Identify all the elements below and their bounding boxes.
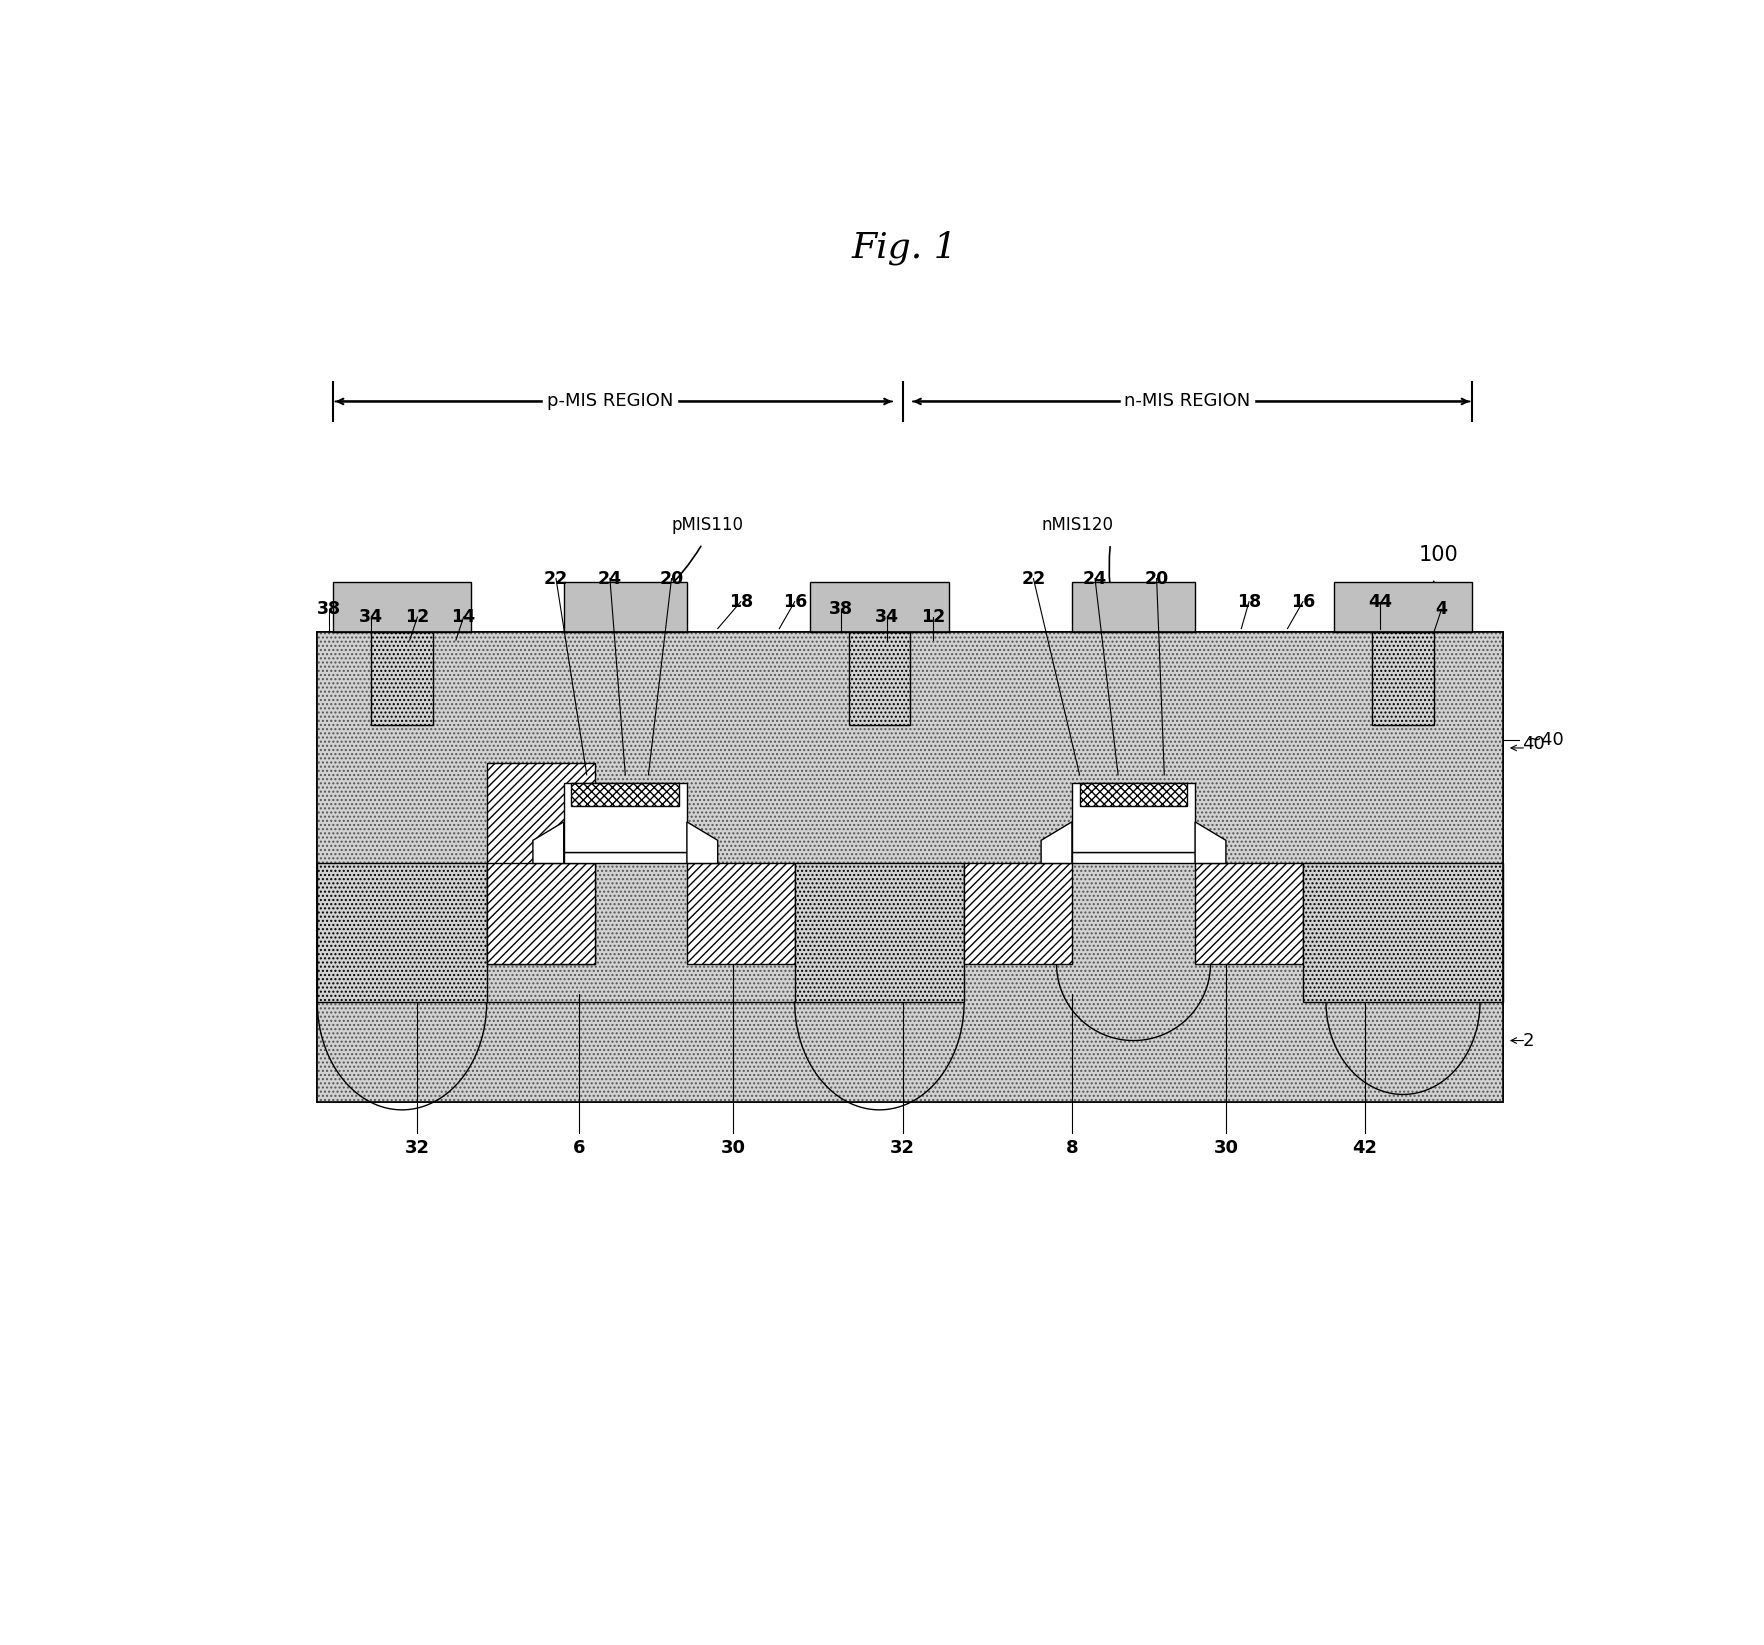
Text: p-MIS REGION: p-MIS REGION bbox=[547, 393, 674, 411]
Text: 22: 22 bbox=[1021, 569, 1046, 587]
Polygon shape bbox=[1196, 822, 1226, 864]
Bar bbox=[1372, 632, 1434, 725]
Bar bbox=[1073, 852, 1196, 864]
Bar bbox=[370, 632, 432, 725]
Bar bbox=[564, 582, 686, 632]
Text: 24: 24 bbox=[1083, 569, 1108, 587]
Text: 30: 30 bbox=[1214, 1140, 1238, 1158]
Text: 30: 30 bbox=[721, 1140, 746, 1158]
Bar bbox=[686, 864, 796, 964]
Bar bbox=[1304, 864, 1503, 1002]
Bar bbox=[318, 864, 1503, 1102]
Text: 16: 16 bbox=[783, 592, 806, 610]
Text: 44: 44 bbox=[1367, 592, 1392, 610]
Bar bbox=[796, 864, 965, 1002]
Text: 32: 32 bbox=[406, 1140, 430, 1158]
Text: 24: 24 bbox=[598, 569, 623, 587]
Text: 34: 34 bbox=[360, 609, 383, 627]
Text: 38: 38 bbox=[829, 600, 854, 619]
Bar bbox=[1196, 864, 1304, 964]
Bar bbox=[1334, 582, 1473, 632]
Bar bbox=[1073, 582, 1196, 632]
Bar bbox=[572, 783, 679, 806]
Text: 20: 20 bbox=[660, 569, 684, 587]
Text: 8: 8 bbox=[1065, 1140, 1078, 1158]
Text: 40: 40 bbox=[1522, 735, 1545, 753]
Text: 34: 34 bbox=[875, 609, 900, 627]
Text: ~40: ~40 bbox=[1526, 732, 1565, 748]
Text: 4: 4 bbox=[1436, 600, 1448, 619]
Bar bbox=[333, 582, 471, 632]
Bar bbox=[564, 783, 686, 852]
Text: 42: 42 bbox=[1351, 1140, 1378, 1158]
Bar bbox=[318, 632, 1503, 1102]
Polygon shape bbox=[1041, 822, 1073, 864]
Text: 18: 18 bbox=[729, 592, 753, 610]
Bar bbox=[318, 864, 487, 1002]
Text: 32: 32 bbox=[891, 1140, 916, 1158]
Text: 22: 22 bbox=[543, 569, 568, 587]
Bar bbox=[848, 632, 910, 725]
Bar bbox=[810, 582, 949, 632]
Text: n-MIS REGION: n-MIS REGION bbox=[1124, 393, 1251, 411]
Text: 16: 16 bbox=[1291, 592, 1314, 610]
Text: pMIS110: pMIS110 bbox=[672, 515, 743, 533]
Text: 12: 12 bbox=[406, 609, 430, 627]
Bar bbox=[1073, 783, 1196, 852]
Bar bbox=[318, 632, 1503, 864]
Text: 14: 14 bbox=[452, 609, 476, 627]
Polygon shape bbox=[533, 822, 564, 864]
Text: Fig. 1: Fig. 1 bbox=[852, 230, 956, 265]
Text: 12: 12 bbox=[921, 609, 946, 627]
Bar bbox=[487, 864, 594, 964]
Text: 38: 38 bbox=[318, 600, 340, 619]
Bar bbox=[318, 632, 1503, 1102]
Bar bbox=[965, 864, 1073, 964]
Bar bbox=[564, 852, 686, 864]
Polygon shape bbox=[686, 822, 718, 864]
Text: nMIS120: nMIS120 bbox=[1041, 515, 1113, 533]
Text: 20: 20 bbox=[1145, 569, 1170, 587]
Text: 2: 2 bbox=[1522, 1031, 1535, 1050]
Bar bbox=[1080, 783, 1187, 806]
Bar bbox=[487, 763, 594, 964]
Text: 6: 6 bbox=[573, 1140, 586, 1158]
Text: 18: 18 bbox=[1237, 592, 1261, 610]
Text: 100: 100 bbox=[1418, 546, 1459, 566]
